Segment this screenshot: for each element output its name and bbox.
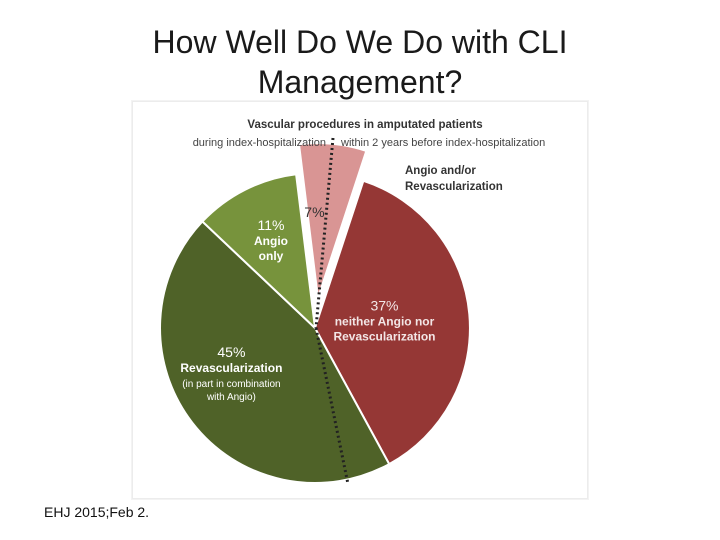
callout-line-1: Angio and/or xyxy=(405,165,476,177)
chart-subtitle-left: during index-hospitalization xyxy=(193,137,326,149)
slice-labels: 7%37%neither Angio norRevascularization4… xyxy=(180,204,435,403)
slice-11-label-label: only xyxy=(259,249,284,263)
pie-slice-11 xyxy=(200,173,317,331)
slice-37-value-label: 37% xyxy=(370,298,398,314)
pie-chart-figure: Vascular procedures in amputated patient… xyxy=(132,101,588,499)
slide-title: How Well Do We Do with CLI Management? xyxy=(0,22,720,102)
slice-45-note-label: with Angio) xyxy=(206,392,256,403)
slice-7-value-label: 7% xyxy=(304,204,324,220)
citation: EHJ 2015;Feb 2. xyxy=(44,504,150,520)
chart-subtitle-right: within 2 years before index-hospitalizat… xyxy=(340,137,545,149)
chart-title: Vascular procedures in amputated patient… xyxy=(247,119,482,131)
slice-45-value-label: 45% xyxy=(217,344,245,360)
pie-slice-45 xyxy=(159,220,391,484)
slide-title-line-1: How Well Do We Do with CLI xyxy=(152,24,568,60)
slice-11-label-label: Angio xyxy=(254,234,288,248)
slice-45-label-label: Revascularization xyxy=(180,361,282,375)
pie-slice-37 xyxy=(313,179,471,466)
slice-37-label-label: Revascularization xyxy=(333,330,435,344)
slice-37-label-label: neither Angio nor xyxy=(335,315,435,329)
pie-slices xyxy=(159,142,471,484)
pie-chart-svg: Vascular procedures in amputated patient… xyxy=(159,119,545,485)
divider-dotted-line xyxy=(314,137,335,329)
slice-45-note-label: (in part in combination xyxy=(182,379,280,390)
divider-dotted-line-lower xyxy=(314,327,350,485)
callout-line-2: Revascularization xyxy=(405,181,503,193)
slide-title-line-2: Management? xyxy=(257,64,463,100)
slice-11-value-label: 11% xyxy=(258,217,285,233)
